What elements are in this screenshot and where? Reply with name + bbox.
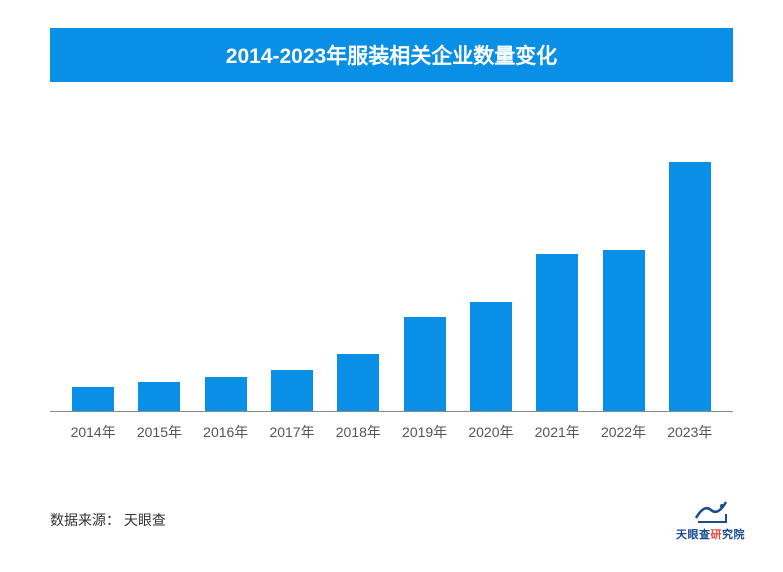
x-axis-label: 2018年 <box>325 422 391 442</box>
bar <box>337 354 379 412</box>
x-axis-label: 2017年 <box>259 422 325 442</box>
bars-container <box>50 142 733 412</box>
bar <box>404 317 446 412</box>
x-axis-label: 2016年 <box>193 422 259 442</box>
bar-group <box>259 142 325 412</box>
bar-group <box>325 142 391 412</box>
source-value: 天眼查 <box>124 512 166 528</box>
x-labels: 2014年2015年2016年2017年2018年2019年2020年2021年… <box>50 422 733 442</box>
bar-group <box>126 142 192 412</box>
bar-group <box>193 142 259 412</box>
x-axis-label: 2014年 <box>60 422 126 442</box>
bar <box>603 250 645 412</box>
x-axis-label: 2021年 <box>524 422 590 442</box>
chart-title: 2014-2023年服装相关企业数量变化 <box>50 28 733 82</box>
x-axis-label: 2015年 <box>126 422 192 442</box>
bar-group <box>60 142 126 412</box>
bar <box>536 254 578 412</box>
source-label: 数据来源： <box>50 512 120 528</box>
bar-group <box>391 142 457 412</box>
bar <box>205 377 247 412</box>
bar <box>271 370 313 412</box>
bar-group <box>524 142 590 412</box>
x-axis-label: 2022年 <box>590 422 656 442</box>
x-axis-label: 2023年 <box>657 422 723 442</box>
data-source: 数据来源： 天眼查 <box>50 510 166 530</box>
x-axis <box>50 411 733 412</box>
bar <box>72 387 114 412</box>
x-axis-label: 2020年 <box>458 422 524 442</box>
tianyancha-logo-icon <box>690 496 732 524</box>
bar <box>470 302 512 412</box>
bar <box>138 382 180 412</box>
chart-title-text: 2014-2023年服装相关企业数量变化 <box>226 45 557 68</box>
logo-text: 天眼查研究院 <box>676 526 745 542</box>
bar <box>669 162 711 412</box>
bar-group <box>458 142 524 412</box>
x-axis-label: 2019年 <box>391 422 457 442</box>
chart-area: 2014年2015年2016年2017年2018年2019年2020年2021年… <box>50 142 733 442</box>
brand-logo: 天眼查研究院 <box>676 496 745 542</box>
bar-group <box>657 142 723 412</box>
bar-group <box>590 142 656 412</box>
